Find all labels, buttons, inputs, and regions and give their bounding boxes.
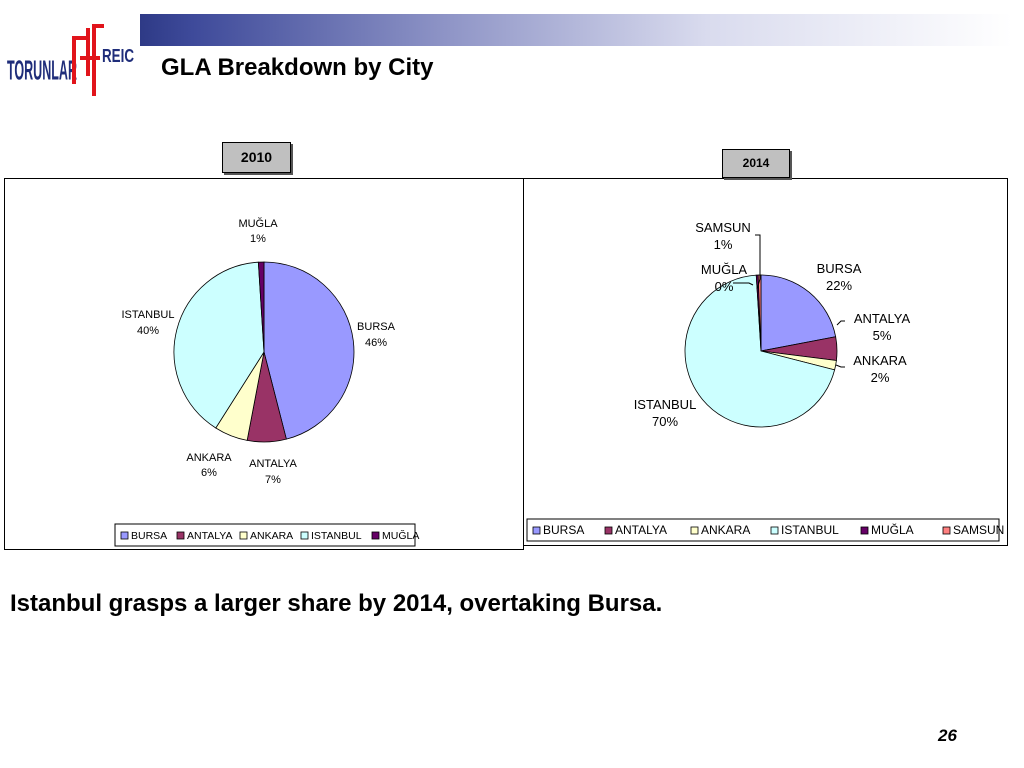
chart-2010-svg: MUĞLA 1% BURSA 46% ISTANBUL 40% ANKARA 6… bbox=[114, 217, 419, 547]
label-2014-samsun-value: 1% bbox=[714, 237, 733, 252]
legend-2010-antalya-label: ANTALYA bbox=[187, 530, 233, 542]
chart-2010-slices bbox=[173, 261, 355, 443]
legend-2014-bursa-label: BURSA bbox=[543, 523, 584, 537]
label-2010-istanbul-name: ISTANBUL bbox=[122, 309, 175, 321]
chart-2014-slices bbox=[684, 274, 838, 428]
legend-2010-mugla-label: MUĞLA bbox=[382, 529, 419, 542]
logo-left-text: TORUNLAR bbox=[7, 55, 77, 86]
chart-2010-legend-items: BURSA ANTALYA ANKARA ISTANBUL MUĞLA bbox=[120, 529, 419, 542]
slide-caption: Istanbul grasps a larger share by 2014, … bbox=[10, 590, 663, 617]
legend-2014-antalya-label: ANTALYA bbox=[615, 523, 667, 537]
page-number: 26 bbox=[938, 726, 957, 745]
label-2014-antalya-name: ANTALYA bbox=[854, 311, 911, 326]
slice-2010-bursa bbox=[263, 261, 355, 440]
legend-2014-istanbul-swatch bbox=[770, 526, 779, 535]
page-title: GLA Breakdown by City bbox=[161, 54, 434, 81]
legend-2014-ankara-label: ANKARA bbox=[701, 523, 750, 537]
slice-2014-bursa bbox=[760, 274, 837, 352]
label-2010-mugla-value: 1% bbox=[250, 233, 266, 245]
legend-2010-antalya-swatch bbox=[176, 531, 185, 540]
legend-2010-mugla-swatch bbox=[371, 531, 380, 540]
legend-2010-ankara-swatch bbox=[239, 531, 248, 540]
label-2010-antalya-value: 7% bbox=[265, 474, 281, 486]
legend-2014-antalya-swatch bbox=[604, 526, 613, 535]
legend-2014-mugla-label: MUĞLA bbox=[871, 522, 914, 537]
chart-2010-title: 2010 bbox=[222, 142, 291, 173]
label-2010-bursa-value: 46% bbox=[365, 337, 387, 349]
label-2014-ankara-name: ANKARA bbox=[853, 353, 907, 368]
logo-right-text: REIC bbox=[102, 46, 134, 66]
legend-2010-istanbul-label: ISTANBUL bbox=[311, 530, 362, 542]
legend-2010-ankara-label: ANKARA bbox=[250, 530, 293, 542]
legend-2010-bursa-label: BURSA bbox=[131, 530, 167, 542]
slice-2010-istanbul bbox=[173, 261, 265, 429]
legend-2010-istanbul-swatch bbox=[300, 531, 309, 540]
label-2014-mugla-value: 0% bbox=[715, 279, 734, 294]
label-2014-istanbul-value: 70% bbox=[652, 414, 678, 429]
chart-2010-panel: MUĞLA 1% BURSA 46% ISTANBUL 40% ANKARA 6… bbox=[4, 178, 524, 550]
label-2014-bursa-value: 22% bbox=[826, 278, 852, 293]
label-2014-antalya-value: 5% bbox=[873, 328, 892, 343]
chart-2014-legend-items: BURSA ANTALYA ANKARA ISTANBUL MUĞLA SAMSUN bbox=[532, 522, 1004, 537]
chart-2014-svg: SAMSUN 1% MUĞLA 0% BURSA 22% ANTALYA 5% … bbox=[526, 220, 1004, 542]
chart-2010-legend bbox=[114, 523, 416, 547]
chart-2014-leader-lines bbox=[733, 234, 845, 368]
slice-2010-mugla bbox=[257, 261, 265, 353]
legend-2014-samsun-swatch bbox=[942, 526, 951, 535]
label-2014-bursa-name: BURSA bbox=[817, 261, 862, 276]
label-2014-istanbul-name: ISTANBUL bbox=[634, 397, 697, 412]
logo-mark bbox=[72, 24, 104, 96]
slice-2014-istanbul bbox=[684, 274, 836, 428]
legend-2010-bursa-swatch bbox=[120, 531, 129, 540]
legend-2014-istanbul-label: ISTANBUL bbox=[781, 523, 839, 537]
label-2010-mugla-name: MUĞLA bbox=[238, 217, 278, 230]
label-2010-antalya-name: ANTALYA bbox=[249, 458, 297, 470]
chart-2014-panel: SAMSUN 1% MUĞLA 0% BURSA 22% ANTALYA 5% … bbox=[522, 178, 1008, 546]
title-gradient-bar bbox=[140, 14, 1012, 46]
chart-2014-title: 2014 bbox=[722, 149, 790, 178]
label-2014-mugla-name: MUĞLA bbox=[701, 262, 748, 277]
label-2014-samsun-name: SAMSUN bbox=[695, 220, 751, 235]
legend-2014-ankara-swatch bbox=[690, 526, 699, 535]
label-2010-ankara-name: ANKARA bbox=[186, 452, 232, 464]
legend-2014-mugla-swatch bbox=[860, 526, 869, 535]
torunlar-reic-logo: TORUNLAR REIC bbox=[7, 24, 134, 96]
chart-2014-legend bbox=[526, 518, 1000, 542]
legend-2014-bursa-swatch bbox=[532, 526, 541, 535]
label-2010-ankara-value: 6% bbox=[201, 467, 217, 479]
label-2010-istanbul-value: 40% bbox=[137, 325, 159, 337]
legend-2014-samsun-label: SAMSUN bbox=[953, 523, 1004, 537]
label-2010-bursa-name: BURSA bbox=[357, 321, 396, 333]
label-2014-ankara-value: 2% bbox=[871, 370, 890, 385]
